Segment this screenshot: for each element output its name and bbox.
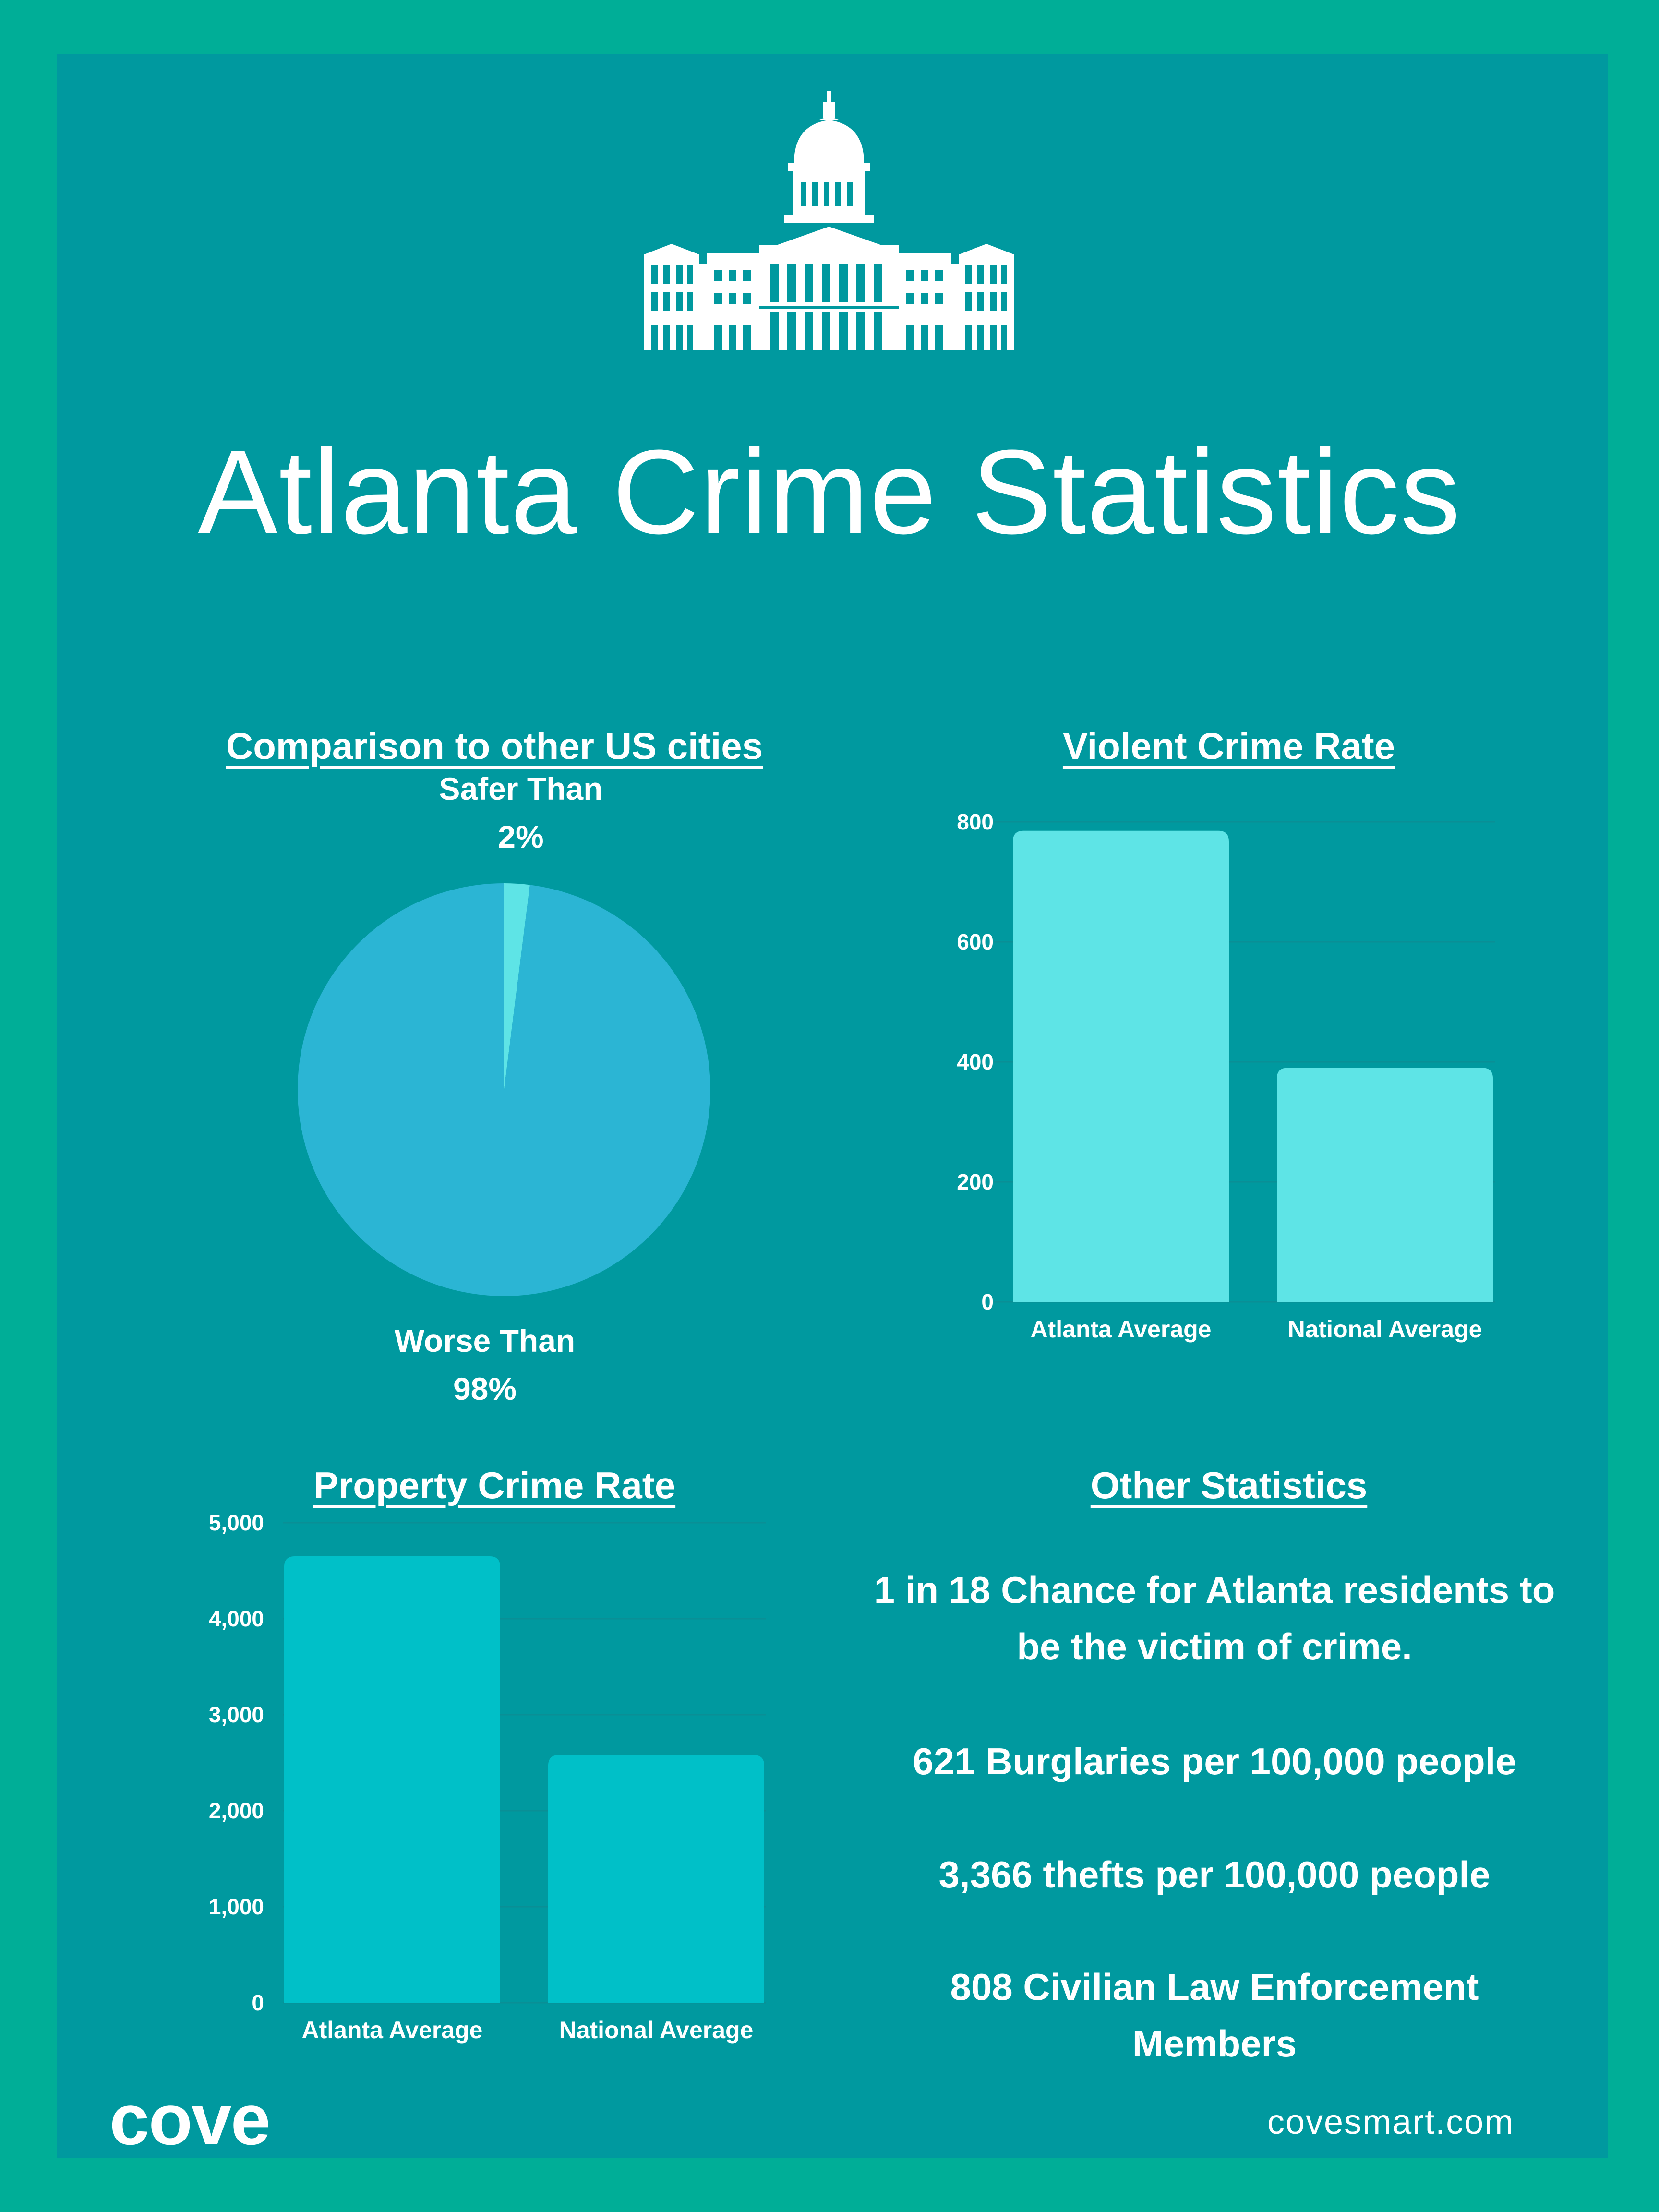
violent-y-tick-label: 200 bbox=[957, 1169, 994, 1194]
stat-burglaries: 621 Burglaries per 100,000 people bbox=[913, 1740, 1516, 1782]
violent-bar-atlanta bbox=[1013, 830, 1229, 1302]
property-y-tick-label: 5,000 bbox=[209, 1510, 264, 1535]
pie-safer-value: 2% bbox=[498, 819, 544, 854]
violent-bar-national bbox=[1277, 1068, 1493, 1302]
comparison-pie-chart bbox=[298, 883, 710, 1296]
violent-y-tick-label: 600 bbox=[957, 929, 994, 954]
other-stats-heading: Other Statistics bbox=[1090, 1464, 1368, 1506]
pie-slice-safer bbox=[504, 883, 530, 1090]
violent-y-tick-label: 800 bbox=[957, 809, 994, 834]
pie-worse-value: 98% bbox=[453, 1371, 517, 1407]
stat-victim-chance: 1 in 18 Chance for Atlanta residents to … bbox=[874, 1569, 1555, 1668]
pie-safer-label: Safer Than bbox=[439, 771, 603, 806]
property-y-tick-label: 2,000 bbox=[209, 1798, 264, 1823]
page-title: Atlanta Crime Statistics bbox=[197, 425, 1462, 559]
violent-crime-bar-chart: 0 200 400 600 800 Atlanta Average National Ave… bbox=[957, 809, 1495, 1343]
capitol-building-icon bbox=[644, 91, 1014, 350]
site-url: covesmart.com bbox=[1267, 2103, 1515, 2141]
property-heading: Property Crime Rate bbox=[313, 1464, 676, 1506]
property-y-tick-label: 0 bbox=[252, 1990, 264, 2015]
violent-heading: Violent Crime Rate bbox=[1062, 725, 1395, 767]
property-crime-bar-chart: 0 1,000 2,000 3,000 4,000 5,000 Atlanta Averag… bbox=[209, 1510, 766, 2044]
property-y-tick-label: 4,000 bbox=[209, 1606, 264, 1631]
stat-thefts: 3,366 thefts per 100,000 people bbox=[938, 1853, 1491, 1896]
cove-logo: cove bbox=[109, 2079, 271, 2160]
property-x-tick-label: Atlanta Average bbox=[302, 2017, 483, 2044]
violent-y-tick-label: 0 bbox=[981, 1289, 994, 1314]
property-bar-atlanta bbox=[284, 1556, 500, 2003]
property-x-tick-label: National Average bbox=[559, 2017, 754, 2044]
comparison-heading: Comparison to other US cities bbox=[226, 725, 763, 767]
pie-worse-label: Worse Than bbox=[394, 1323, 576, 1358]
property-y-tick-label: 3,000 bbox=[209, 1702, 264, 1727]
property-bar-national bbox=[548, 1755, 764, 2003]
pie-slice-worse bbox=[298, 883, 710, 1296]
violent-x-tick-label: National Average bbox=[1288, 1316, 1482, 1343]
violent-y-tick-label: 400 bbox=[957, 1049, 994, 1074]
property-y-tick-label: 1,000 bbox=[209, 1894, 264, 1919]
stat-law-enforcement: 808 Civilian Law Enforcement Members bbox=[950, 1966, 1479, 2065]
violent-x-tick-label: Atlanta Average bbox=[1031, 1316, 1212, 1343]
